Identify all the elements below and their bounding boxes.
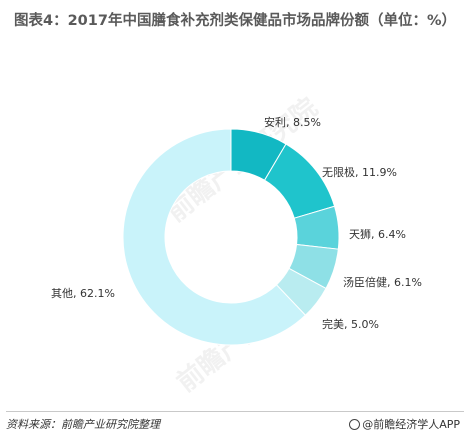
slice-label: 其他, 62.1% (51, 287, 115, 300)
brand-label: @前瞻经济学人APP (362, 418, 460, 431)
footer-divider (6, 411, 464, 412)
slice-label: 完美, 5.0% (322, 317, 379, 331)
brand-credit: @前瞻经济学人APP (349, 416, 460, 432)
slice-label: 无限极, 11.9% (322, 165, 397, 179)
slice-label: 安利, 8.5% (264, 115, 321, 129)
source-note: 资料来源：前瞻产业研究院整理 (6, 418, 160, 431)
slice-label: 汤臣倍健, 6.1% (343, 275, 422, 289)
donut-slice (122, 128, 307, 346)
brand-logo-icon (349, 419, 361, 430)
chart-title: 图表4：2017年中国膳食补充剂类保健品市场品牌份额（单位：%） (14, 13, 456, 29)
slice-label: 天狮, 6.4% (349, 228, 406, 241)
